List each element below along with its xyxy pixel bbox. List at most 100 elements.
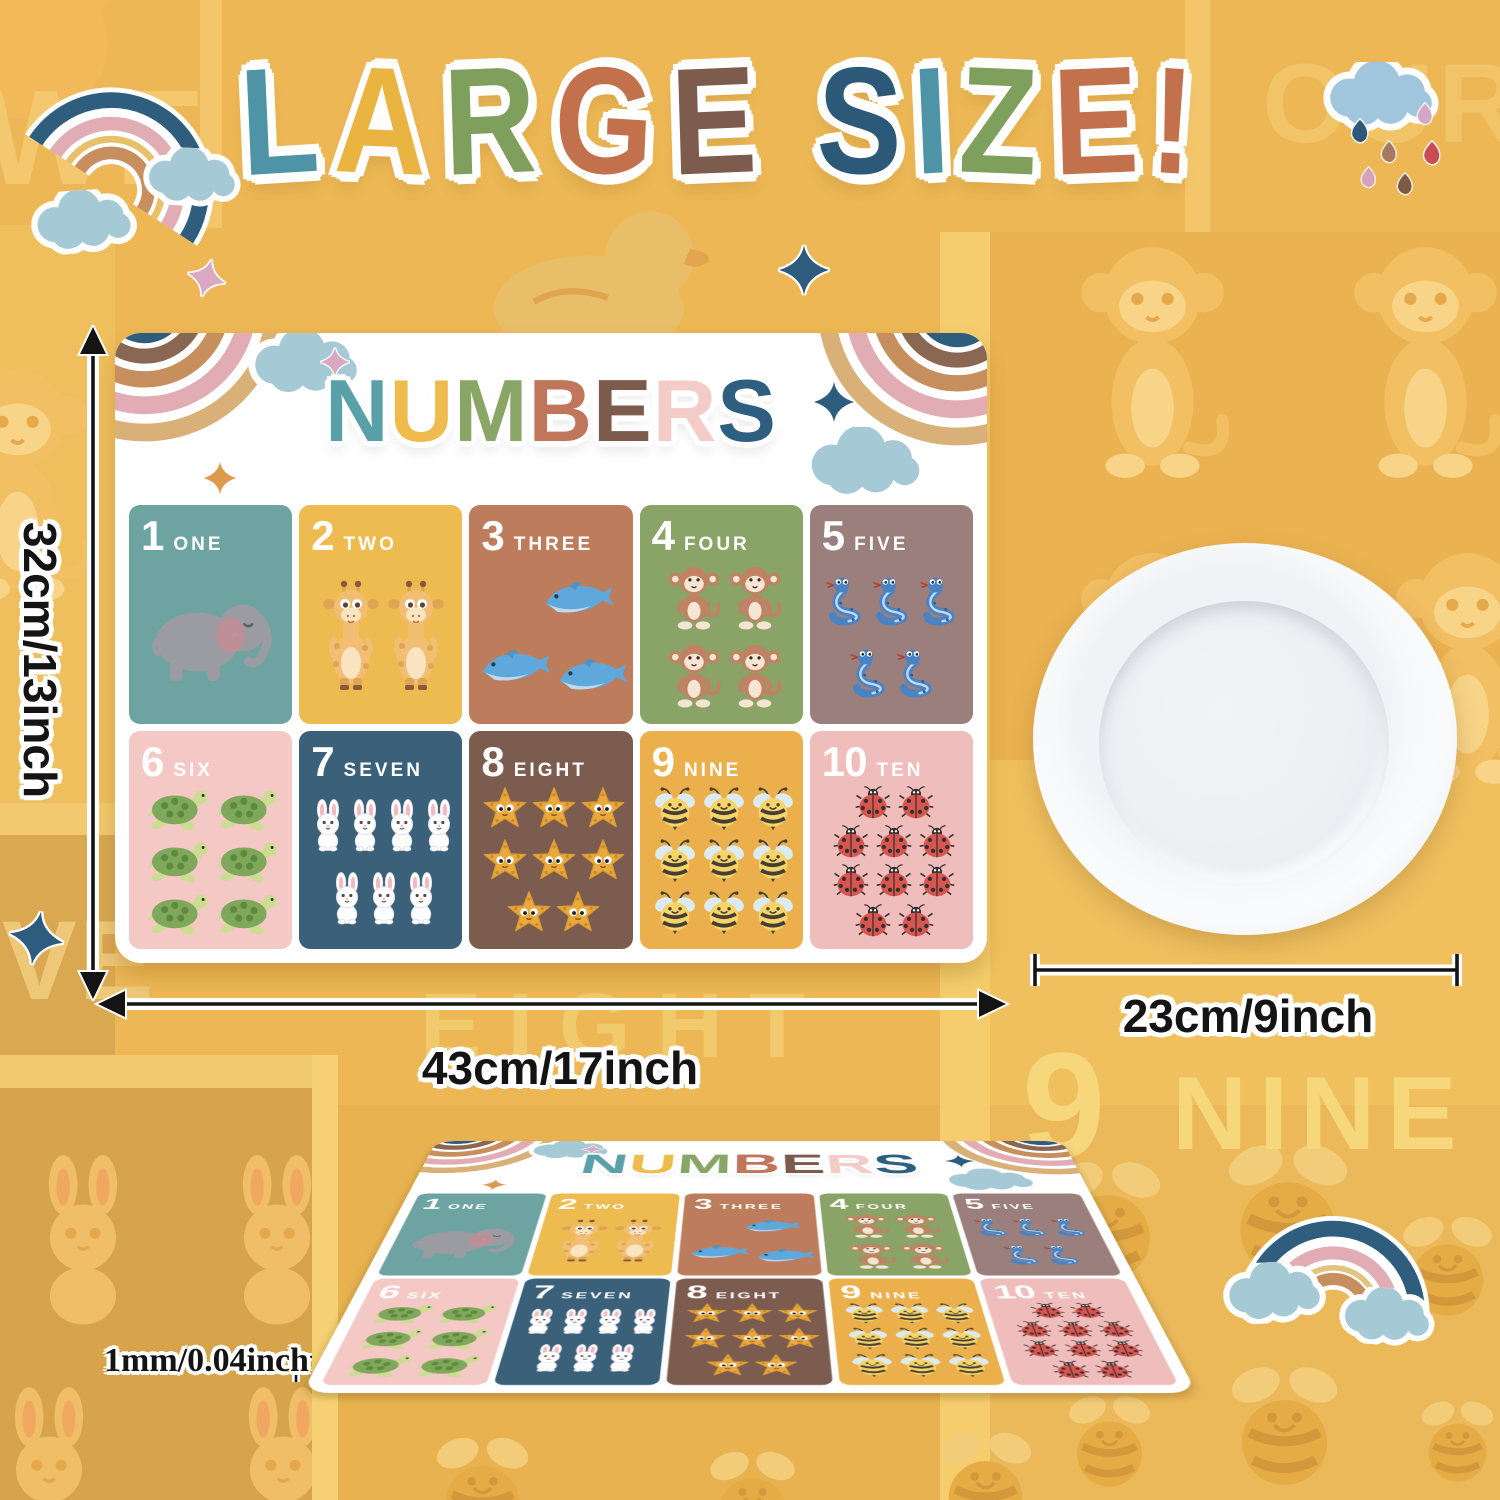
starfish-icon <box>557 891 600 932</box>
cloud-icon <box>31 182 137 256</box>
snake-icon <box>1010 1217 1055 1239</box>
number-card-header: 8 EIGHT <box>481 740 626 783</box>
card-animal-row <box>506 891 601 940</box>
card-animals <box>652 783 797 944</box>
bee-icon <box>944 1354 997 1380</box>
card-animal-row <box>853 785 936 824</box>
snake-icon <box>1041 1244 1089 1268</box>
card-word: EIGHT <box>513 759 587 781</box>
card-number: 3 <box>693 1195 713 1212</box>
starfish-icon <box>682 1328 727 1350</box>
card-animal-row <box>652 839 796 888</box>
bee-pattern-icon <box>928 1420 1043 1500</box>
background-tile <box>1185 0 1210 232</box>
snake-icon <box>1001 1244 1047 1266</box>
card-word: NINE <box>683 759 742 781</box>
banner-letter: A <box>331 34 430 208</box>
starfish-icon <box>483 839 527 880</box>
sparkle-icon <box>479 1179 510 1190</box>
number-card-5: 5 FIVE <box>809 505 973 724</box>
placemat-title-letter: R <box>823 1149 877 1179</box>
ladybug-icon <box>853 903 893 942</box>
bee-icon <box>940 1328 988 1350</box>
card-animal-row <box>340 1354 485 1380</box>
monkey-pattern-icon <box>0 355 95 618</box>
cloud-icon <box>143 140 241 207</box>
giraffe-icon <box>549 1219 612 1264</box>
ladybug-icon <box>1013 1321 1057 1337</box>
dolphin-icon <box>753 1249 818 1268</box>
number-card-header: 6 SIX <box>141 740 286 783</box>
ladybug-icon <box>874 825 914 863</box>
number-card-2: 2 TWO <box>299 505 463 724</box>
monkey-pattern-icon <box>1081 247 1230 478</box>
turtle-icon <box>215 839 281 888</box>
number-card-header: 5 FIVE <box>962 1196 1084 1212</box>
placemat-title-letter: M <box>454 361 529 460</box>
card-animal-row <box>825 573 963 632</box>
bee-pattern-icon <box>710 1451 795 1500</box>
monkey-icon <box>896 1242 953 1272</box>
bee-icon <box>896 1354 947 1380</box>
turtle-icon <box>217 790 277 831</box>
starfish-icon <box>483 787 527 828</box>
snake-icon <box>1041 1244 1088 1266</box>
banner-letter: R <box>441 34 539 208</box>
number-card-header: 4 FOUR <box>829 1196 948 1212</box>
ladybug-icon <box>831 864 871 902</box>
ladybug-icon <box>1065 1303 1110 1321</box>
rabbit-icon <box>556 1308 594 1335</box>
card-number: 7 <box>311 737 334 785</box>
bee-icon <box>842 1303 888 1326</box>
monkey-icon <box>848 1243 900 1270</box>
bee-icon <box>892 1328 941 1353</box>
plate-inner-circle <box>1099 601 1389 885</box>
bee-pattern-icon <box>939 1432 1032 1500</box>
bee-icon <box>849 1354 898 1378</box>
decoration <box>1220 1254 1328 1330</box>
rainbow-icon <box>115 333 292 449</box>
bee-icon <box>887 1303 935 1326</box>
turtle-icon <box>217 842 277 883</box>
number-card-header: 10 TEN <box>822 740 967 783</box>
starfish-icon <box>730 1328 775 1350</box>
number-card-header: 4 FOUR <box>652 515 797 557</box>
card-animal-row <box>853 903 936 942</box>
ladybug-icon <box>1102 1340 1149 1357</box>
card-animal-row <box>140 587 288 690</box>
number-card-2: 2 TWO <box>527 1193 681 1276</box>
turtle-icon <box>148 894 208 935</box>
number-card-3: 3 THREE <box>469 505 633 724</box>
sparkle-icon <box>316 347 354 377</box>
card-animals <box>539 1211 674 1273</box>
monkey-icon <box>668 566 721 630</box>
turtle-icon <box>148 790 208 831</box>
turtle-icon <box>148 842 208 883</box>
bee-icon <box>753 891 794 935</box>
bee-pattern-icon <box>1403 1216 1492 1316</box>
card-animal-row <box>311 797 456 858</box>
rabbit-icon <box>391 798 414 852</box>
rabbit-icon <box>367 870 401 931</box>
decoration <box>1322 53 1440 136</box>
starfish-icon <box>754 1354 801 1380</box>
background-tile <box>312 1055 338 1500</box>
ladybug-icon <box>1061 1340 1108 1360</box>
card-word: FOUR <box>855 1203 910 1211</box>
ladybug-icon <box>855 903 891 936</box>
placemat-title-letter: E <box>780 1149 828 1179</box>
ladybug-icon <box>1053 1321 1099 1340</box>
placemat-title-letter: S <box>870 1149 923 1179</box>
rabbit-icon <box>564 1343 604 1375</box>
snake-icon <box>850 649 885 698</box>
ladybug-icon <box>917 825 957 863</box>
placemat-title-letter: N <box>576 1149 632 1179</box>
card-word: THREE <box>719 1203 784 1211</box>
snake-icon <box>972 1217 1016 1239</box>
placemat-title-letter: R <box>652 361 718 460</box>
number-card-8: 8 EIGHT <box>469 730 633 949</box>
dolphin-icon <box>546 581 615 613</box>
card-number: 4 <box>651 512 675 559</box>
banner-letter: E <box>669 34 760 208</box>
turtle-icon <box>410 1354 485 1380</box>
